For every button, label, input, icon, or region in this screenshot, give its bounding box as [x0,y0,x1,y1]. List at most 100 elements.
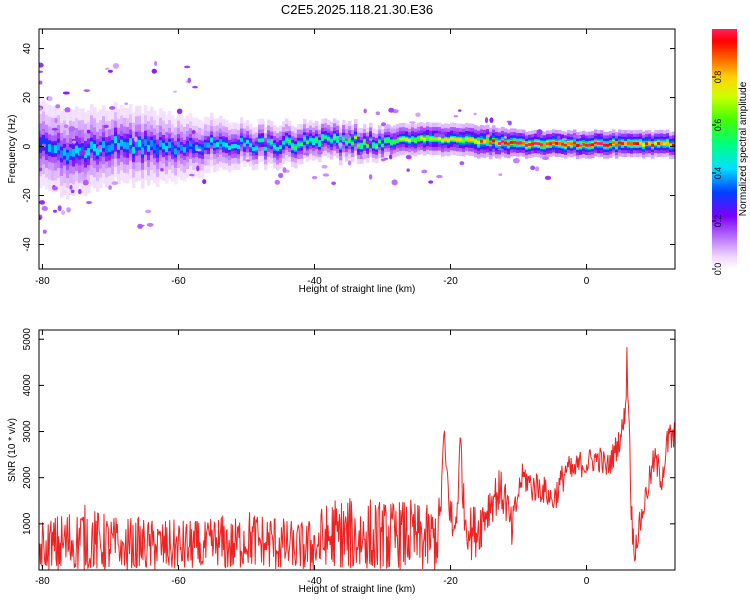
x-tick-label: -80 [35,276,50,287]
x-tick-label: -60 [171,276,186,287]
heatmap-noise [78,189,82,195]
heatmap-cell [144,139,148,147]
heatmap-noise [347,160,352,166]
heatmap-noise [104,67,110,70]
heatmap-cell [390,140,394,144]
heatmap-noise [97,145,102,150]
heatmap-cell [261,138,265,143]
heatmap-cell [258,138,262,143]
heatmap-cell [213,143,217,148]
heatmap-cell [75,145,79,154]
heatmap-noise [363,108,367,114]
heatmap-noise [57,154,62,157]
heatmap-cell [591,143,595,147]
heatmap-noise [41,205,48,211]
heatmap-noise [331,181,337,186]
heatmap-noise [252,134,257,139]
heatmap-cell [294,146,298,150]
heatmap-cell [345,140,349,145]
heatmap-noise [405,154,412,160]
heatmap-noise [39,106,43,111]
colorbar-tick-label: 0.0 [713,263,723,276]
heatmap-noise [39,216,42,221]
heatmap-cell [534,141,538,145]
heatmap-noise [579,143,583,146]
heatmap-cell [672,143,675,147]
heatmap-cell [624,142,628,146]
heatmap-noise [282,167,287,173]
heatmap-noise [82,179,89,186]
heatmap-noise [453,115,459,118]
heatmap-noise [39,70,44,73]
heatmap-noise [433,132,440,138]
snr-x-axis-label: Height of straight line (km) [299,584,416,595]
heatmap-cell [657,142,661,146]
heatmap-noise [512,157,520,164]
heatmap-cell [627,141,631,145]
heatmap-cell [594,141,598,145]
snr-y-axis-label: SNR (10 * v/v) [7,418,18,482]
colorbar-tick-label: 0.6 [713,119,723,132]
heatmap-noise [415,112,421,117]
heatmap-noise [438,134,446,138]
heatmap-noise [85,200,93,205]
heatmap-cell [210,137,214,143]
heatmap-noise [542,156,549,161]
heatmap-noise [535,166,540,172]
heatmap-cell [666,141,670,145]
heatmap-cell [171,145,175,152]
heatmap-cell [156,147,160,155]
heatmap-cell [645,142,649,146]
heatmap-noise [561,138,568,141]
heatmap-noise [176,108,183,115]
heatmap-noise [486,134,491,138]
heatmap-noise [421,169,428,174]
heatmap-cell [648,141,652,145]
heatmap-noise [137,223,143,229]
heatmap-cell [204,142,208,148]
heatmap-cell [87,147,91,156]
heatmap-cell [363,140,367,144]
snr-panel: -80 -60 -40 -20 0 1000 2000 3000 4000 5000 Heigh… [7,328,676,595]
heatmap-cell [603,143,607,147]
heatmap-cell [147,144,151,152]
heatmap-noise [530,165,536,171]
spectrogram-heatmap [39,60,675,234]
heatmap-cell [639,141,643,145]
heatmap-cell [111,143,115,151]
heatmap-noise [64,107,71,113]
heatmap-cell [486,139,490,143]
heatmap-cell [504,141,508,145]
heatmap-cell [207,142,211,148]
heatmap-noise [191,129,196,134]
heatmap-cell [570,142,574,146]
heatmap-cell [117,143,121,150]
heatmap-cell [459,138,463,142]
heatmap-cell [540,143,544,147]
heatmap-cell [333,135,337,139]
heatmap-cell [651,143,655,147]
heatmap-cell [129,138,133,146]
heatmap-cell [330,139,334,143]
heatmap-cell [474,139,478,143]
heatmap-noise [39,167,43,172]
heatmap-cell [54,145,58,153]
colorbar-tick-label: 0.2 [713,215,723,228]
heatmap-cell [285,137,289,142]
heatmap-noise [173,90,177,93]
heatmap-cell [432,137,436,141]
heatmap-cell [483,140,487,144]
heatmap-noise [498,173,503,176]
x-tick-label: -40 [307,576,322,587]
heatmap-noise [83,89,91,93]
heatmap-noise [108,185,112,190]
heatmap-noise [133,136,138,143]
heatmap-noise [39,200,45,205]
heatmap-noise [306,150,311,153]
heatmap-cell [387,138,391,142]
heatmap-cell [246,139,250,144]
heatmap-cell [654,141,658,145]
heatmap-cell [546,142,550,146]
heatmap-noise [154,60,158,67]
